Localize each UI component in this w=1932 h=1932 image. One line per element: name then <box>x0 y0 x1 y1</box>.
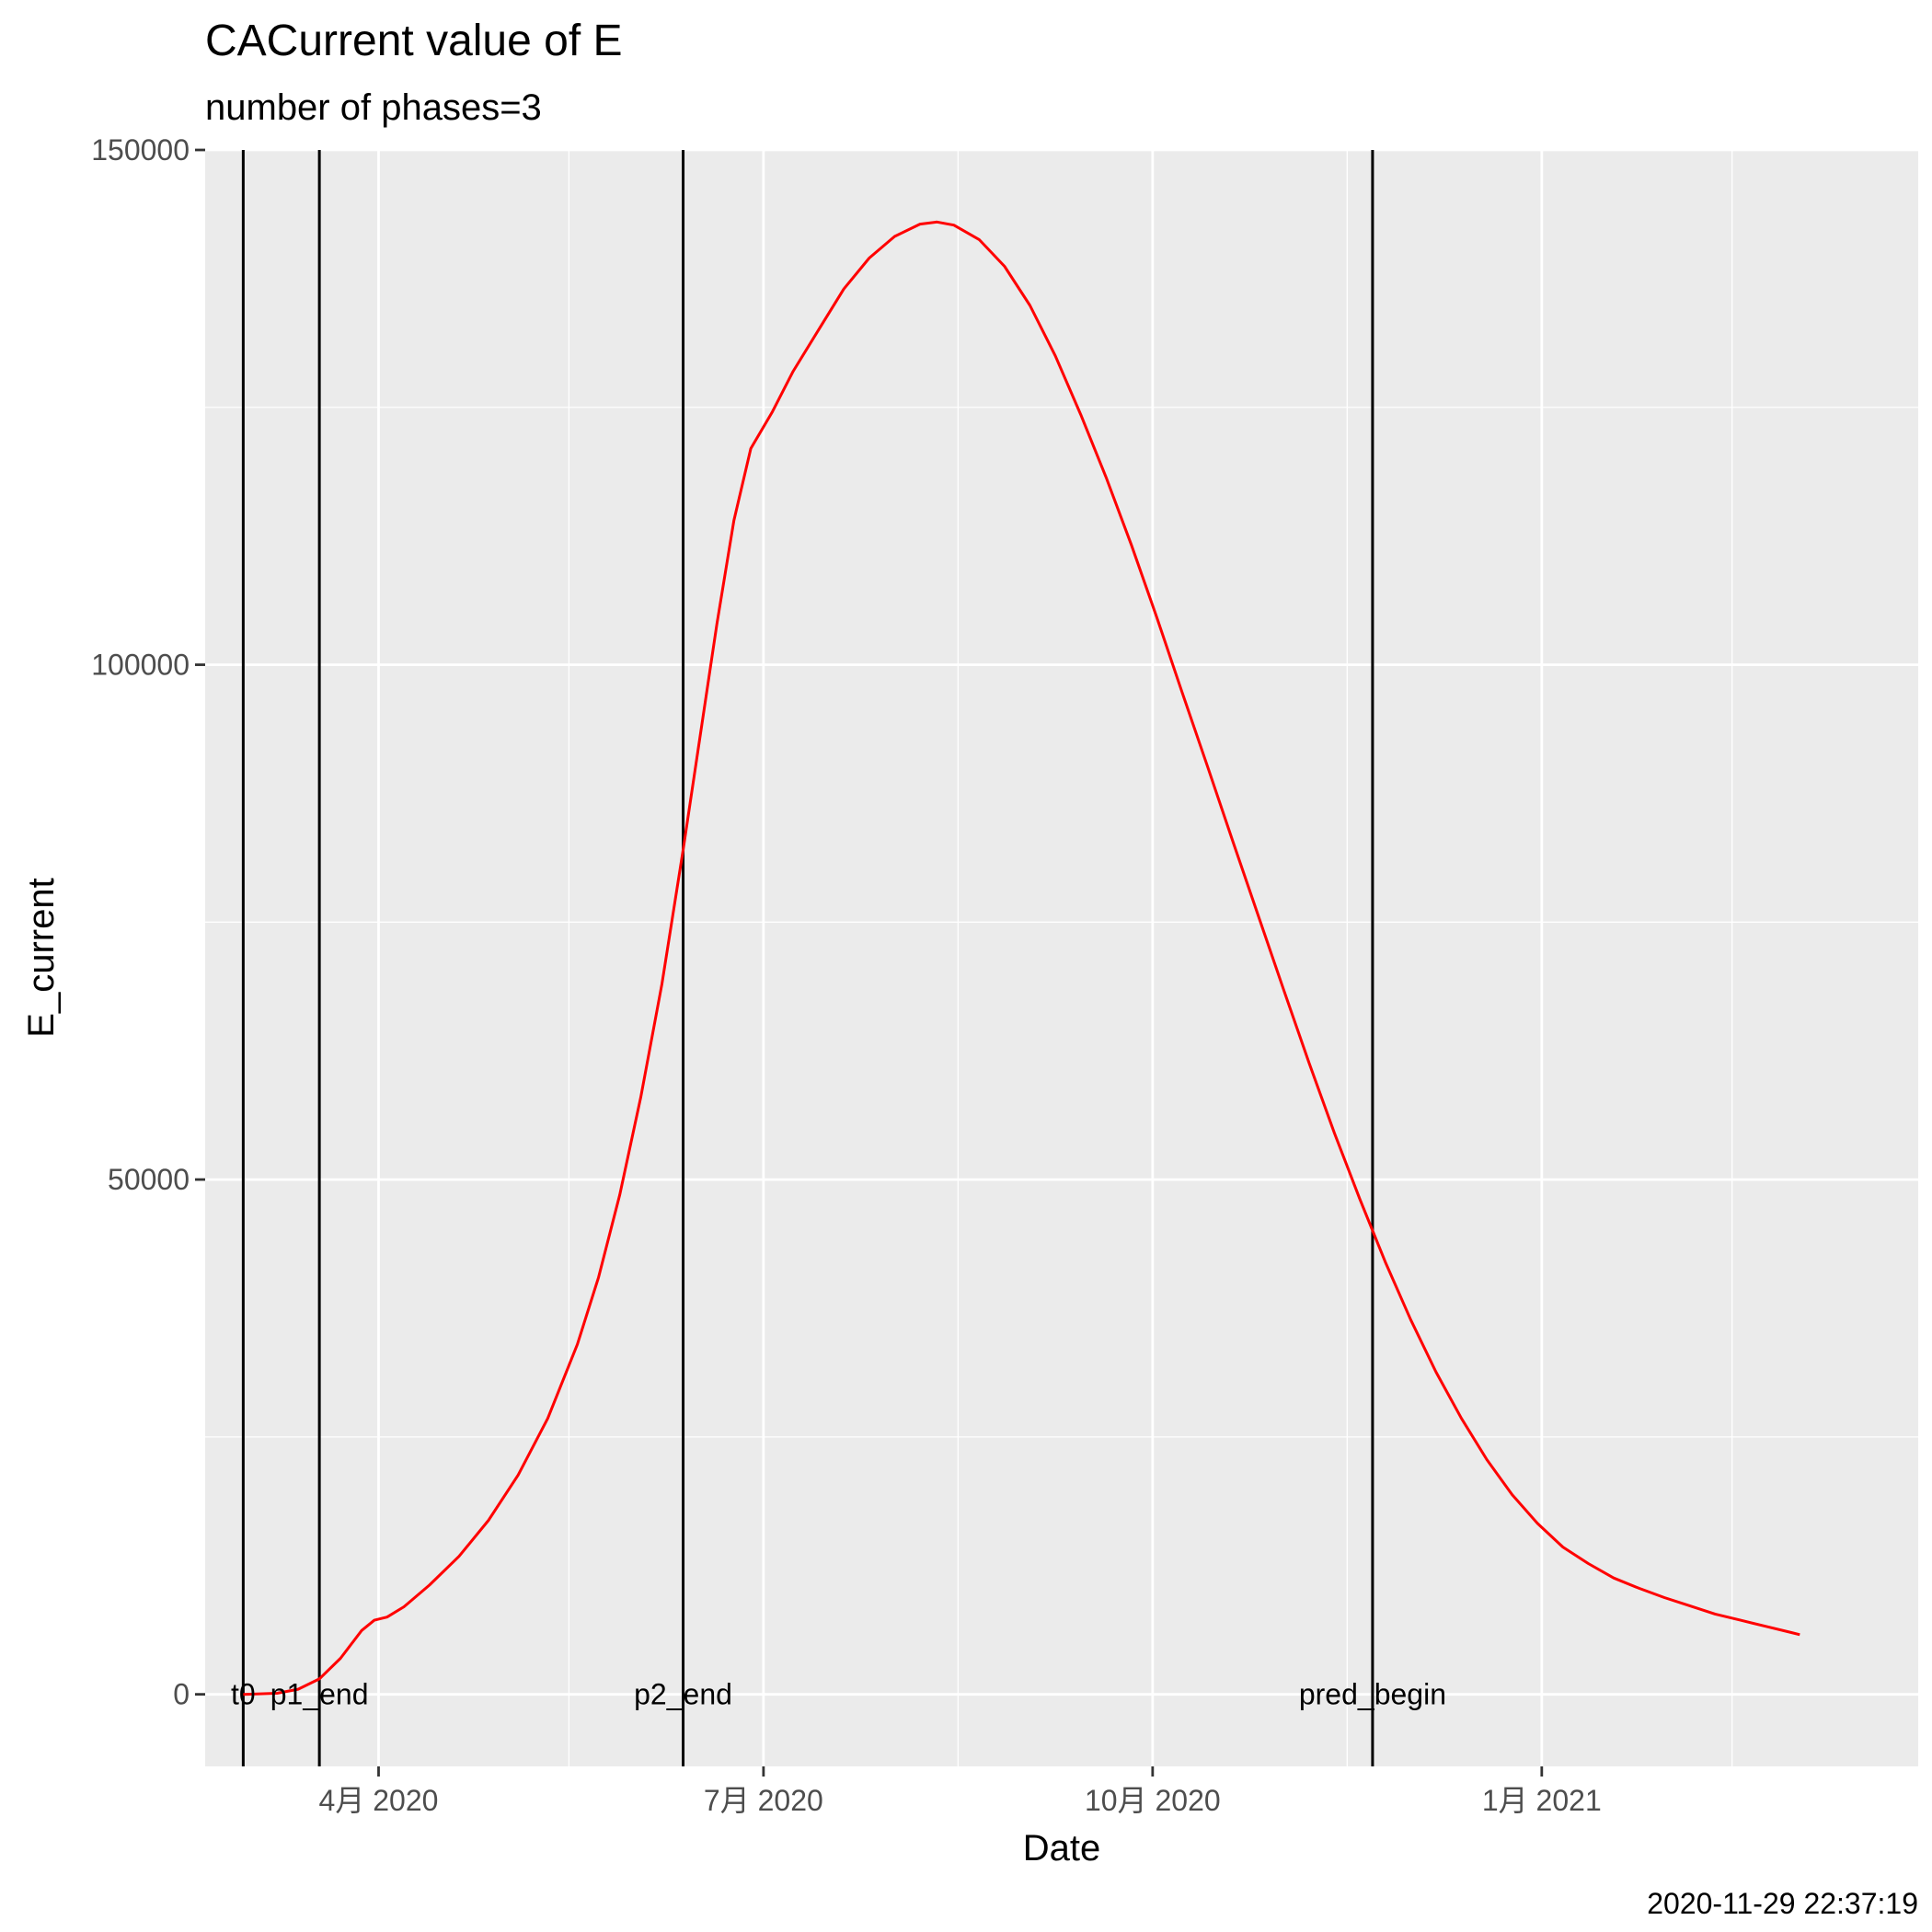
x-axis: 4月 2020 7月 2020 10月 2020 1月 2021 <box>319 1766 1602 1817</box>
x-axis-title: Date <box>1023 1828 1101 1869</box>
phase-lines <box>241 150 1374 1766</box>
major-gridlines <box>205 148 1918 1766</box>
y-axis: 0 50000 100000 150000 <box>91 133 205 1711</box>
y-tick-label: 100000 <box>91 649 190 682</box>
x-tick-label: 10月 2020 <box>1085 1784 1221 1817</box>
timestamp-caption: 2020-11-29 22:37:19 <box>1647 1887 1918 1920</box>
y-axis-title: E_current <box>21 878 62 1037</box>
series-line-0 <box>243 220 1800 1696</box>
phase-label-pred_begin: pred_begin <box>1299 1678 1446 1711</box>
phase-label-t0: t0 <box>231 1678 256 1711</box>
x-tick-label: 4月 2020 <box>319 1784 439 1817</box>
series-layer <box>243 220 1800 1696</box>
phase-label-p2_end: p2_end <box>634 1678 732 1711</box>
phase-label-p1_end: p1_end <box>270 1678 369 1711</box>
y-tick-label: 50000 <box>108 1163 190 1196</box>
y-tick-label: 0 <box>173 1678 190 1711</box>
minor-gridlines <box>183 150 1918 1766</box>
chart-title: CACurrent value of E <box>205 17 623 65</box>
phase-labels: t0 p1_end p2_end pred_begin <box>231 1678 1446 1711</box>
x-tick-label: 1月 2021 <box>1482 1784 1602 1817</box>
y-tick-label: 150000 <box>91 133 190 167</box>
x-tick-label: 7月 2020 <box>704 1784 823 1817</box>
plot-panel <box>205 150 1918 1766</box>
chart-subtitle: number of phases=3 <box>205 87 542 128</box>
